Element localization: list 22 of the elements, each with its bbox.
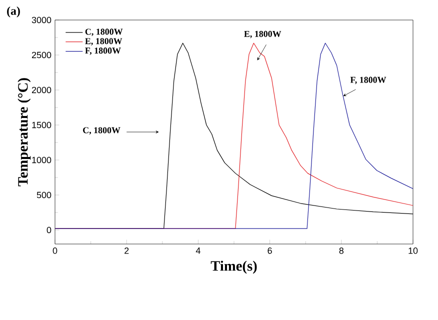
legend-label: E, 1800W — [85, 38, 122, 46]
x-tick-label: 2 — [124, 248, 129, 254]
x-tick-label: 0 — [52, 248, 58, 254]
chart-title: (a) — [7, 6, 20, 18]
x-tick-label: 8 — [339, 248, 344, 254]
legend-label: C, 1800W — [85, 28, 123, 36]
x-tick-label: 10 — [408, 248, 418, 254]
y-axis-title: Temperature (°C) — [18, 78, 31, 186]
y-tick-label: 1000 — [32, 156, 52, 164]
y-tick-label: 0 — [46, 226, 52, 234]
x-axis-title: Time(s) — [210, 260, 257, 274]
y-tick-label: 1500 — [32, 122, 52, 128]
y-tick-label: 3000 — [32, 16, 52, 24]
x-tick-label: 6 — [268, 248, 272, 254]
legend-label: F, 1800W — [85, 48, 121, 55]
annotation: C, 1800W — [83, 127, 120, 135]
annotation: F, 1800W — [350, 76, 386, 84]
x-tick-label: 4 — [196, 248, 200, 254]
y-tick-label: 500 — [36, 192, 52, 198]
y-tick-label: 2000 — [32, 86, 52, 94]
annotation: E, 1800W — [244, 30, 282, 38]
y-tick-label: 2500 — [32, 52, 52, 58]
